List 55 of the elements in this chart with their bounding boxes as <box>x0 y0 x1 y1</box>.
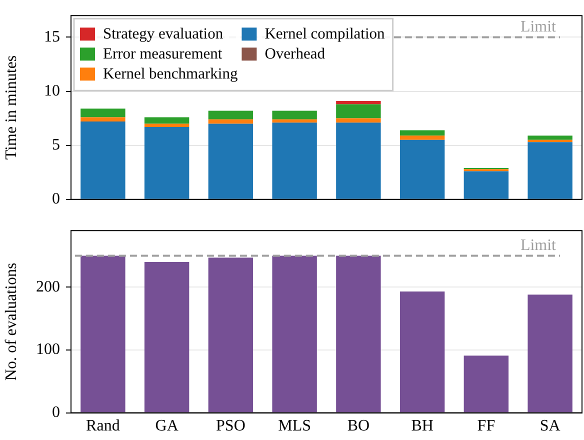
y-tick-label: 5 <box>52 136 60 154</box>
bar <box>400 130 445 136</box>
ref-line-label: Limit <box>520 236 557 254</box>
bar <box>272 256 317 412</box>
bar <box>208 124 254 199</box>
ref-line-label: Limit <box>520 18 557 36</box>
bar <box>528 136 572 140</box>
bar <box>528 140 572 142</box>
bar <box>336 256 381 412</box>
bar <box>400 136 445 140</box>
bar <box>272 110 317 120</box>
x-tick-label: FF <box>477 418 496 435</box>
bar <box>80 108 126 118</box>
bar <box>528 294 572 412</box>
legend-label: Strategy evaluation <box>103 26 224 43</box>
y-tick-label: 15 <box>44 28 60 46</box>
bar <box>272 119 317 123</box>
x-tick-label: BO <box>347 418 370 435</box>
x-tick-label: Rand <box>86 418 120 435</box>
bar <box>272 122 317 199</box>
bar <box>336 104 381 118</box>
y-tick-label: 0 <box>52 404 60 422</box>
bar <box>144 126 190 199</box>
y-tick-label: 10 <box>44 82 60 100</box>
bar <box>80 122 126 199</box>
y-tick-label: 100 <box>36 341 60 358</box>
x-tick-label: SA <box>540 418 561 435</box>
bar <box>336 122 381 199</box>
bar <box>528 142 572 199</box>
bar <box>80 117 126 122</box>
bar <box>464 356 509 412</box>
legend-label: Overhead <box>264 46 326 63</box>
bar <box>144 262 190 412</box>
bar <box>336 118 381 123</box>
bar <box>144 117 190 124</box>
y-tick-label: 200 <box>36 278 60 296</box>
x-tick-label: GA <box>155 418 179 435</box>
bar <box>80 256 126 412</box>
x-tick-label: PSO <box>216 418 246 435</box>
bar <box>336 101 381 104</box>
x-tick-label: BH <box>411 418 434 435</box>
legend-label: Error measurement <box>103 46 223 63</box>
y-axis-title: No. of evaluations <box>2 262 20 381</box>
bar <box>464 171 509 199</box>
x-tick-label: MLS <box>278 418 312 435</box>
y-axis-title: Time in minutes <box>2 55 20 160</box>
legend-label: Kernel benchmarking <box>103 66 238 83</box>
bar <box>208 119 254 124</box>
bar <box>400 140 445 199</box>
bar <box>208 258 254 412</box>
bar <box>208 110 254 120</box>
bar <box>400 292 445 412</box>
bar <box>144 124 190 127</box>
y-tick-label: 0 <box>52 190 60 208</box>
legend-label: Kernel compilation <box>264 26 386 43</box>
